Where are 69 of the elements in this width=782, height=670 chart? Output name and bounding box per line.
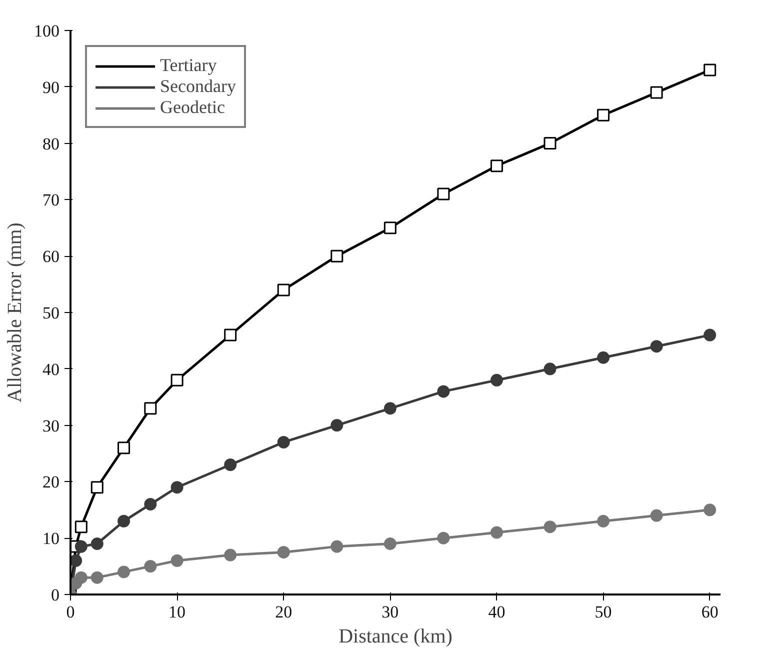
point xyxy=(170,374,184,386)
point xyxy=(170,554,184,567)
x-tick-label: 20 xyxy=(275,602,292,622)
point xyxy=(704,64,716,76)
point xyxy=(544,520,556,534)
point xyxy=(704,328,716,342)
point xyxy=(277,436,290,448)
point xyxy=(330,250,344,262)
point xyxy=(437,385,450,398)
point xyxy=(384,538,396,550)
y-tick-label: 20 xyxy=(42,472,60,492)
point xyxy=(74,571,88,584)
point xyxy=(224,328,237,342)
point xyxy=(330,419,344,432)
y-tick-label: 40 xyxy=(42,360,60,379)
point xyxy=(224,458,237,472)
point xyxy=(437,532,450,544)
point xyxy=(90,538,104,550)
x-tick-label: 0 xyxy=(66,602,75,622)
y-axis-title: Allowable Error (mm) xyxy=(4,222,26,402)
point xyxy=(90,571,104,584)
x-tick-label: 10 xyxy=(168,602,186,622)
point xyxy=(490,526,503,539)
point xyxy=(224,548,237,562)
point xyxy=(277,546,290,558)
y-tick-label: 0 xyxy=(51,586,60,604)
point xyxy=(490,160,503,172)
y-tick-label: 10 xyxy=(42,529,60,548)
y-tick-label: 80 xyxy=(42,134,60,154)
legend-label: Tertiary xyxy=(160,55,217,76)
y-tick-label: 30 xyxy=(42,416,60,436)
point xyxy=(704,504,716,516)
point xyxy=(118,566,130,578)
point xyxy=(330,540,344,553)
point xyxy=(650,86,663,99)
point xyxy=(384,222,396,234)
point xyxy=(597,514,610,528)
point xyxy=(144,402,157,415)
y-tick-label: 100 xyxy=(34,22,60,40)
x-tick-label: 40 xyxy=(488,602,506,622)
point xyxy=(70,554,82,567)
point xyxy=(650,509,663,522)
legend-label: Geodetic xyxy=(160,97,225,118)
y-tick-label: 60 xyxy=(42,247,60,266)
y-tick-label: 70 xyxy=(42,190,60,210)
point xyxy=(437,188,450,200)
point xyxy=(597,351,610,364)
y-tick-label: 50 xyxy=(42,304,60,322)
point xyxy=(170,481,184,494)
point xyxy=(544,362,556,376)
point xyxy=(144,560,157,573)
point xyxy=(118,514,130,528)
point xyxy=(118,442,130,454)
point xyxy=(490,374,503,386)
point xyxy=(384,402,396,415)
point xyxy=(90,481,104,494)
point xyxy=(74,540,88,553)
x-tick-label: 50 xyxy=(594,602,612,622)
point xyxy=(144,498,157,510)
y-tick-label: 90 xyxy=(42,78,60,97)
point xyxy=(650,340,663,353)
point xyxy=(544,137,556,150)
x-tick-label: 60 xyxy=(701,602,718,622)
legend-label: Secondary xyxy=(160,76,236,97)
point xyxy=(74,520,88,534)
x-axis-title: Distance (km) xyxy=(338,626,452,648)
point xyxy=(597,108,610,122)
point xyxy=(277,284,290,296)
x-tick-label: 30 xyxy=(382,602,399,622)
